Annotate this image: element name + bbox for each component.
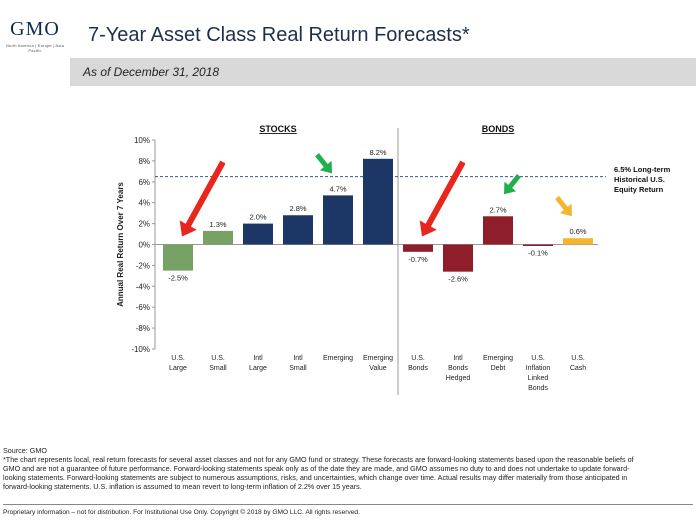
logo-subtext: North America | Europe | Asia Pacific [5, 43, 65, 53]
bar [203, 230, 233, 245]
bar-value-label: 2.0% [249, 213, 266, 222]
footnote-line: *The chart represents local, real return… [3, 455, 634, 464]
bar-value-label: -0.7% [408, 255, 428, 264]
return-forecast-chart: 10% 8% 6% 4% 2% 0% -2% -4% -6% -8% -10% Annual Real… [116, 124, 671, 395]
category-label: Large [169, 365, 187, 372]
annotation-arrow [555, 195, 572, 217]
annotation-arrow [315, 153, 332, 174]
reference-line-label: Historical U.S. [614, 175, 665, 184]
gmo-logo: GMO North America | Europe | Asia Pacifi… [0, 14, 70, 58]
category-label: U.S. [171, 355, 185, 362]
category-label: U.S. [411, 355, 425, 362]
bar-value-label: -2.5% [168, 274, 188, 283]
y-tick-label: -8% [136, 324, 150, 333]
y-tick-label: -4% [136, 282, 150, 291]
y-tick-label: -6% [136, 303, 150, 312]
category-label: Emerging [363, 355, 393, 362]
category-label: U.S. [211, 355, 225, 362]
footer-divider [3, 504, 693, 505]
group-heading: BONDS [482, 124, 515, 134]
footnote-line: looking statements. Forward-looking stat… [3, 473, 628, 482]
bar [443, 244, 473, 272]
bar [283, 215, 313, 245]
y-axis-title: Annual Real Return Over 7 Years [116, 182, 125, 307]
bar [523, 244, 553, 246]
y-tick-label: -2% [136, 261, 150, 270]
bar-value-label: 8.2% [369, 148, 386, 157]
y-tick-label: -10% [131, 345, 150, 354]
category-label: Intl [453, 355, 463, 362]
footnote-line: forward-looking statements. U.S. inflati… [3, 482, 362, 491]
footer-notes: Source: GMO *The chart represents local,… [3, 446, 693, 491]
category-label: Bonds [528, 385, 548, 392]
category-label: Hedged [446, 375, 471, 382]
bar-value-label: 2.7% [489, 205, 506, 214]
category-label: Debt [491, 365, 506, 372]
annotation-arrow [504, 174, 521, 195]
category-label: Small [289, 365, 307, 372]
y-tick-label: 4% [138, 199, 150, 208]
bar [363, 158, 393, 245]
bar-value-label: 4.7% [329, 184, 346, 193]
page-title: 7-Year Asset Class Real Return Forecasts… [88, 24, 470, 46]
category-label: Inflation [526, 365, 551, 372]
source-note: Source: GMO [3, 446, 47, 455]
proprietary-notice: Proprietary information – not for distri… [3, 509, 360, 516]
annotation-arrow [179, 160, 226, 237]
reference-line-label: 6.5% Long-term [614, 165, 671, 174]
bar [163, 244, 193, 271]
bar [243, 223, 273, 245]
bar [483, 216, 513, 245]
category-label: U.S. [531, 355, 545, 362]
logo-text: GMO [10, 18, 60, 40]
bar-value-label: -0.1% [528, 249, 548, 258]
category-label: U.S. [571, 355, 585, 362]
bar [563, 238, 593, 245]
category-label: Large [249, 365, 267, 372]
page-subtitle: As of December 31, 2018 [83, 65, 220, 79]
bar-value-label: 0.6% [569, 227, 586, 236]
category-label: Bonds [408, 365, 428, 372]
category-label: Intl [293, 355, 303, 362]
category-label: Bonds [448, 365, 468, 372]
category-label: Emerging [483, 355, 513, 362]
bar [323, 195, 353, 245]
reference-line-label: Equity Return [614, 185, 664, 194]
category-label: Value [369, 365, 386, 372]
bar-value-label: -2.6% [448, 275, 468, 284]
group-heading: STOCKS [259, 124, 296, 134]
category-label: Linked [528, 375, 549, 382]
y-tick-label: 10% [134, 136, 150, 145]
footnote-line: GMO and are not a guarantee of future pe… [3, 464, 630, 473]
bar-value-label: 2.8% [289, 204, 306, 213]
header: GMO North America | Europe | Asia Pacifi… [0, 0, 696, 58]
category-label: Emerging [323, 355, 353, 362]
subtitle-bar: As of December 31, 2018 [70, 58, 696, 86]
annotation-arrow [419, 160, 466, 237]
y-tick-label: 8% [138, 157, 150, 166]
category-label: Cash [570, 365, 586, 372]
bar-value-label: 1.3% [209, 220, 226, 229]
category-label: Small [209, 365, 227, 372]
y-tick-label: 0% [138, 241, 150, 250]
y-tick-label: 6% [138, 178, 150, 187]
category-label: Intl [253, 355, 263, 362]
bar [403, 244, 433, 252]
y-tick-label: 2% [138, 220, 150, 229]
